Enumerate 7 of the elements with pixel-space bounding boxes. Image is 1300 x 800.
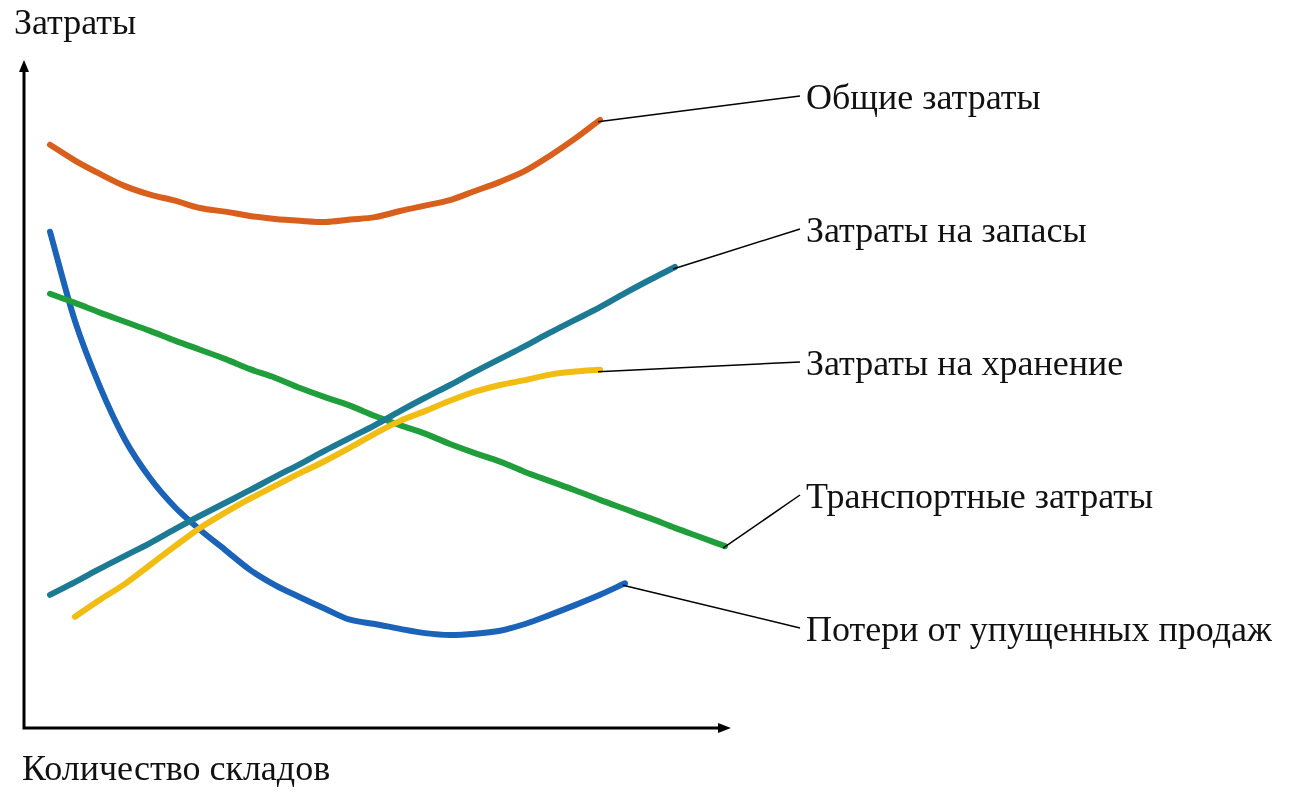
y-axis-title: Затраты — [14, 2, 137, 43]
text: Транспортные затраты — [806, 476, 1154, 517]
x-axis-title: Количество складов — [22, 748, 331, 789]
text: Потери от упущенных продаж — [806, 609, 1273, 650]
text: Затраты на хранение — [806, 343, 1124, 384]
text: Затраты на запасы — [806, 210, 1087, 251]
text: Общие затраты — [806, 77, 1041, 118]
